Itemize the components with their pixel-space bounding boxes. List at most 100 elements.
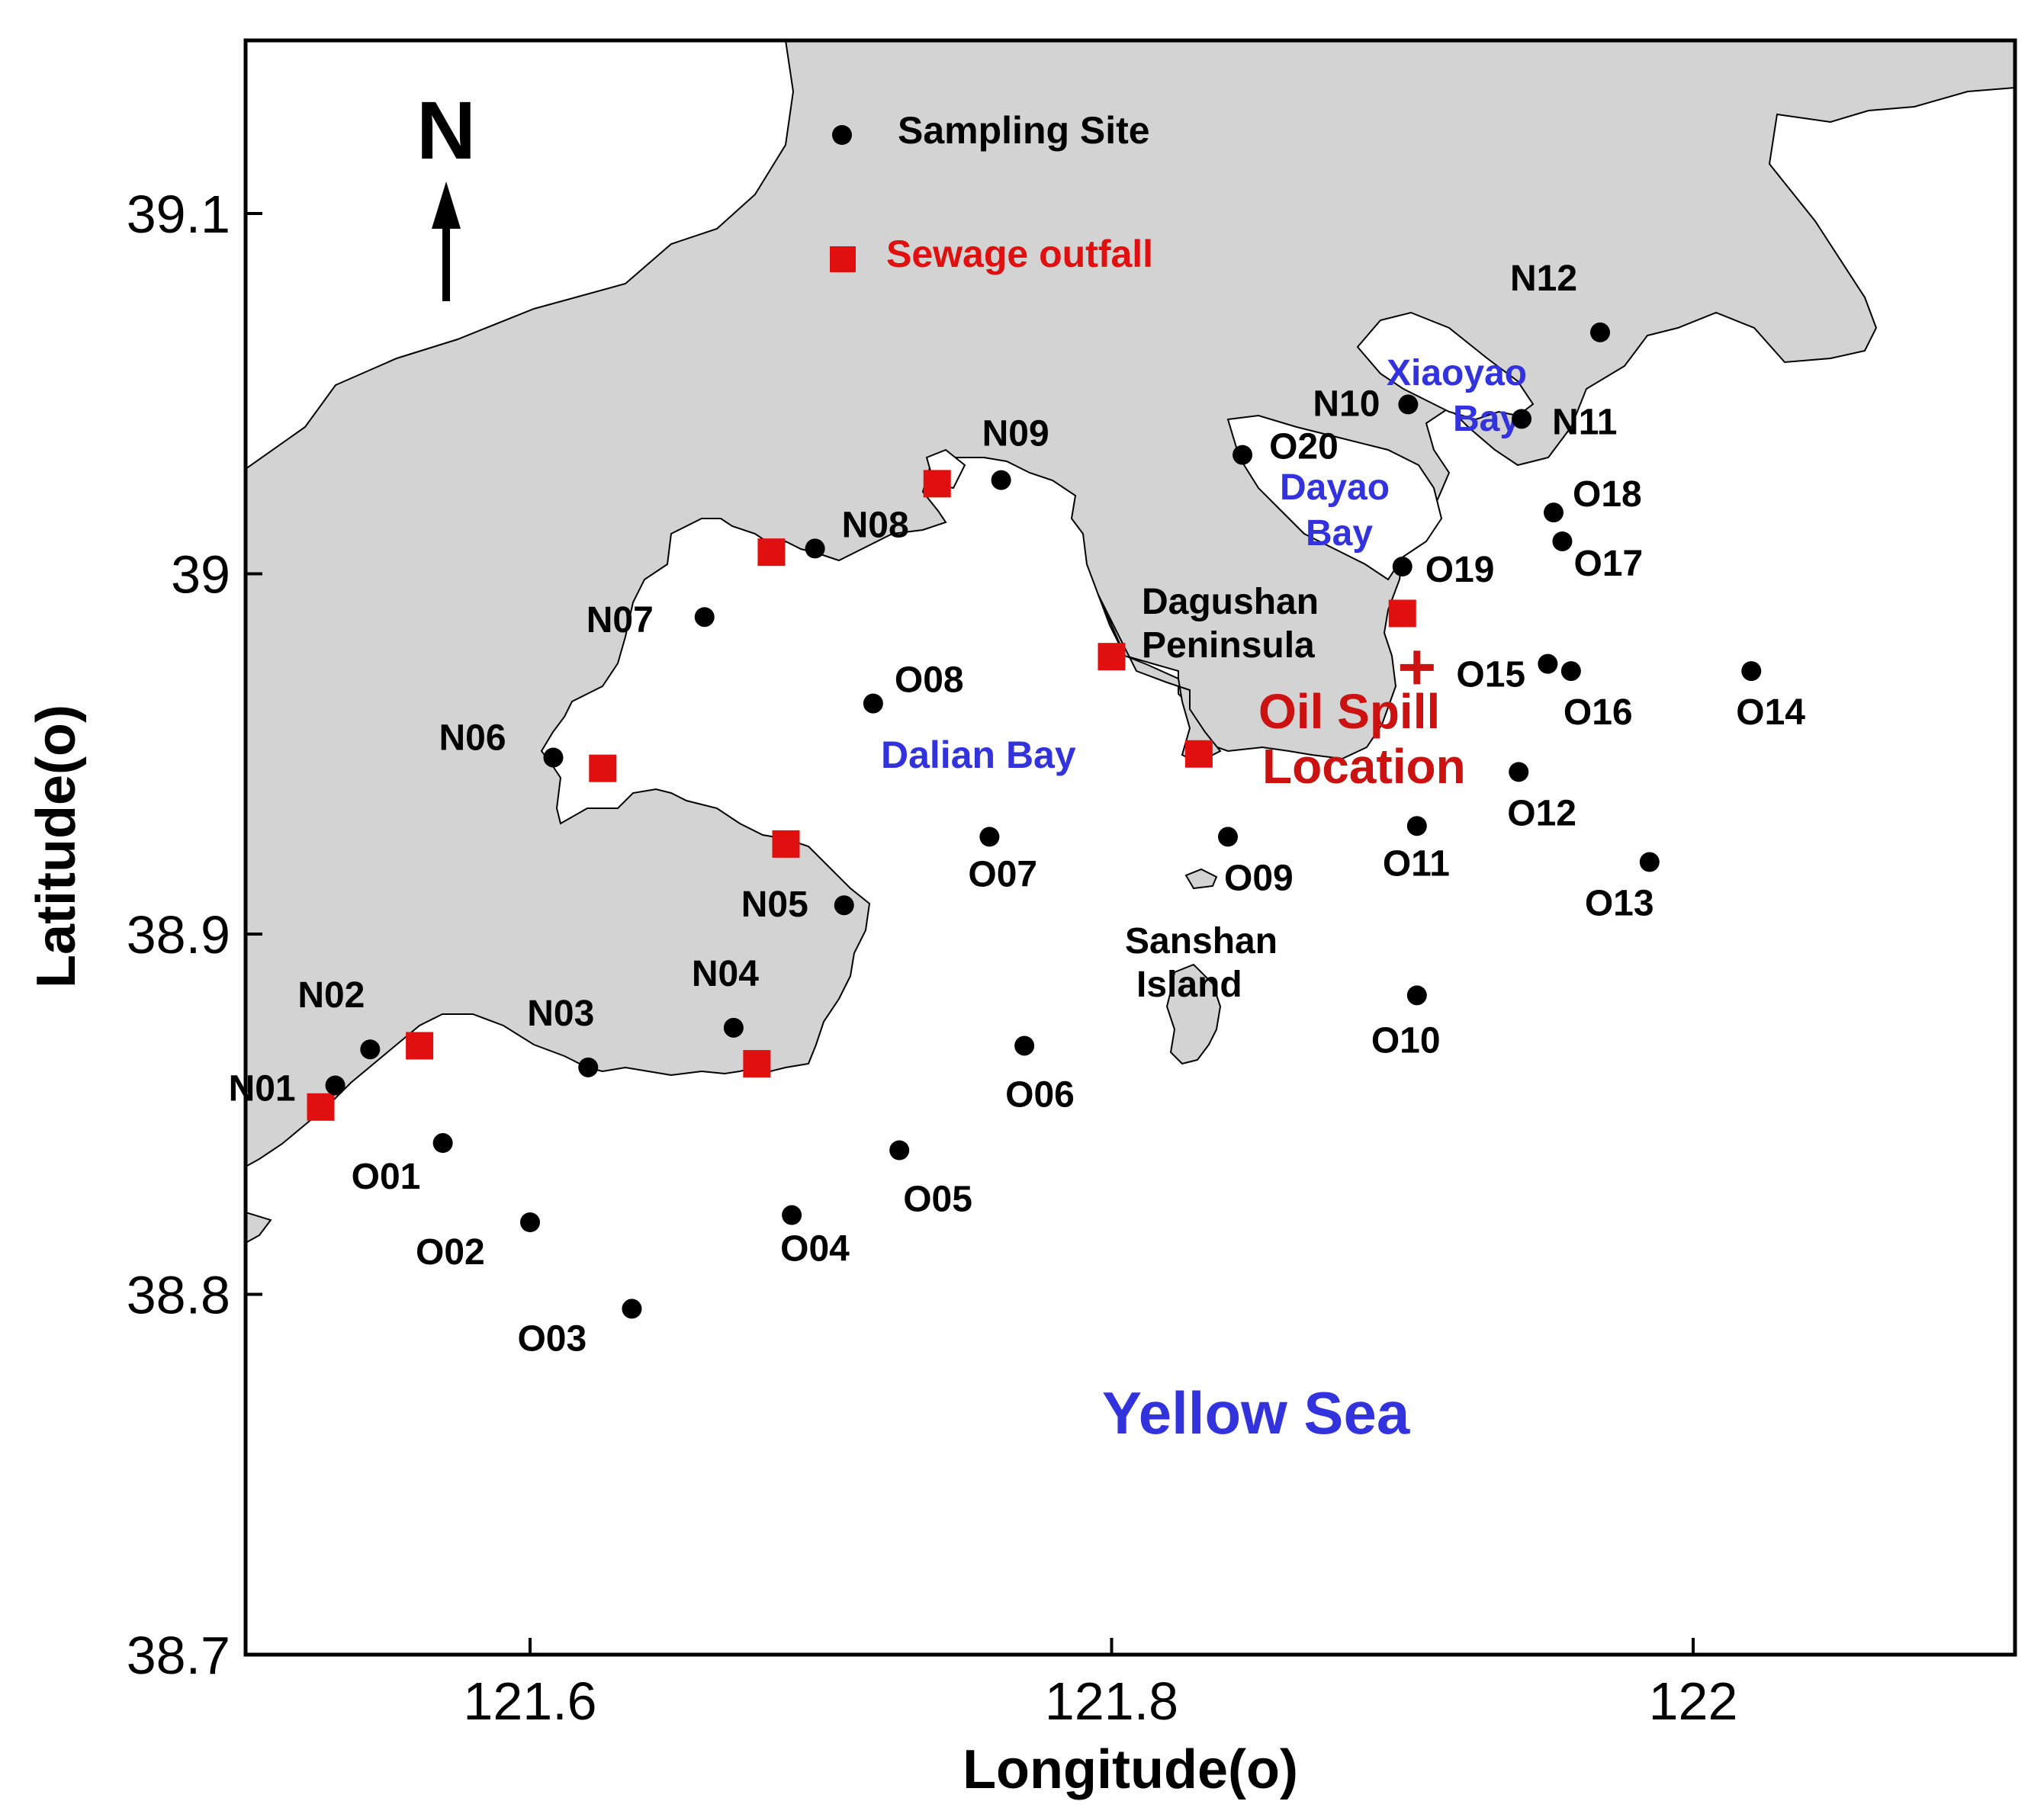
sampling-site-label: O01 <box>352 1157 421 1197</box>
sampling-site-label: O08 <box>895 660 964 701</box>
sampling-site-point <box>578 1057 599 1077</box>
sampling-site-label: N02 <box>297 975 365 1016</box>
sewage-outfall-marker <box>307 1093 335 1121</box>
label-oil-spill-line1: Oil Spill <box>1258 684 1440 739</box>
dayao-bay-water <box>1226 414 1443 581</box>
sampling-site-point <box>1218 827 1238 847</box>
label-sanshan-line1: Sanshan <box>1125 921 1278 962</box>
sampling-site-label: N05 <box>741 885 808 925</box>
sampling-site-point <box>1560 661 1581 682</box>
y-tick-label: 39 <box>171 545 230 605</box>
sampling-site-label: O19 <box>1425 550 1495 590</box>
sampling-site-label: O15 <box>1456 655 1525 695</box>
sampling-site-point <box>782 1205 802 1225</box>
sanshan-island <box>1165 963 1222 1065</box>
sampling-site-point <box>1544 502 1564 523</box>
sewage-outfall-marker <box>772 830 800 858</box>
label-xiaoyao-bay-line2: Bay <box>1453 399 1520 439</box>
y-tick-label: 38.8 <box>127 1266 230 1325</box>
x-tick-label: 121.8 <box>1045 1671 1178 1731</box>
sampling-site-label: O09 <box>1224 858 1294 898</box>
map-frame <box>243 38 2017 1657</box>
legend-sampling-site: Sampling Site <box>898 109 1150 152</box>
sampling-site-label: N07 <box>587 600 654 641</box>
sampling-sites: N01 N02 N03 N04 N05 N06 N07 N08 N09 N10 N11 N12 O01 O… <box>229 258 1806 1359</box>
legend: Sampling Site Sewage outfall <box>830 109 1153 275</box>
sampling-site-label: O03 <box>517 1318 587 1359</box>
sewage-outfalls <box>307 470 1416 1121</box>
map-area <box>246 40 2015 1655</box>
land-mainland <box>246 40 2015 1168</box>
sampling-site-point <box>1538 653 1558 674</box>
x-axis-title: Longitude(o) <box>963 1739 1298 1800</box>
sampling-site-point <box>834 895 854 916</box>
sampling-site-point <box>543 747 564 768</box>
sewage-outfall-marker <box>1184 740 1213 768</box>
sampling-site-label: O20 <box>1269 427 1339 467</box>
place-names: Dalian Bay Xiaoyao Bay Dayao Bay Yellow … <box>881 353 1527 1446</box>
land-fragment <box>246 1211 272 1244</box>
sampling-site-point <box>520 1212 540 1232</box>
sampling-site-point <box>622 1299 642 1319</box>
sampling-site-point <box>1552 531 1573 551</box>
sampling-site-label: O04 <box>780 1229 850 1270</box>
x-tick-label: 122 <box>1649 1671 1738 1731</box>
sampling-site-point <box>805 538 825 559</box>
label-sanshan-line2: Island <box>1136 965 1242 1005</box>
sampling-site-point <box>1741 661 1762 682</box>
sampling-site-point <box>1406 985 1427 1006</box>
y-tick-label: 38.9 <box>127 905 230 965</box>
north-label: N <box>416 84 476 176</box>
sampling-site-label: O06 <box>1005 1074 1075 1115</box>
sampling-site-label: O11 <box>1383 843 1450 884</box>
sampling-site-label: O05 <box>903 1180 972 1220</box>
sampling-site-label: O07 <box>968 854 1037 894</box>
sampling-site-label: O18 <box>1573 474 1642 515</box>
sampling-site-point <box>723 1017 744 1038</box>
sampling-site-label: O17 <box>1573 544 1643 584</box>
sampling-site-label: N03 <box>527 994 594 1034</box>
oil-spill-marker <box>1400 650 1434 685</box>
legend-site-symbol <box>832 125 852 145</box>
sampling-site-label: N12 <box>1510 258 1577 299</box>
sampling-site-point <box>1509 762 1529 782</box>
sampling-site-point <box>1590 322 1610 342</box>
label-yellow-sea: Yellow Sea <box>1102 1379 1410 1446</box>
sewage-outfall-marker <box>757 538 786 567</box>
sampling-site-label: N11 <box>1552 402 1617 442</box>
sampling-site-point <box>1406 816 1427 836</box>
y-axis-ticks: 38.7 38.8 38.9 39 39.1 <box>127 185 262 1685</box>
label-dayao-bay-line1: Dayao <box>1280 467 1390 508</box>
label-dagushan-line1: Dagushan <box>1142 582 1319 622</box>
sampling-site-label: N06 <box>439 718 506 758</box>
sampling-site-point <box>1014 1035 1035 1056</box>
x-tick-label: 121.6 <box>463 1671 596 1731</box>
y-axis-title: Latitude(o) <box>26 705 87 988</box>
sampling-site-label: N09 <box>982 414 1049 454</box>
x-axis-ticks: 121.6 121.8 122 <box>463 1638 1737 1731</box>
legend-outfall-symbol <box>830 246 856 272</box>
sampling-site-point <box>1392 557 1412 577</box>
sampling-site-label: O02 <box>416 1232 485 1273</box>
sampling-site-point <box>991 470 1011 490</box>
sewage-outfall-marker <box>406 1032 434 1060</box>
sewage-outfall-marker <box>1388 599 1416 628</box>
sampling-site-point <box>432 1133 453 1154</box>
sanshan-islet <box>1184 868 1218 890</box>
sampling-site-label: O13 <box>1585 884 1654 924</box>
sampling-site-label: O16 <box>1564 692 1633 733</box>
sampling-site-label: N04 <box>692 954 759 994</box>
sampling-site-point <box>863 693 883 714</box>
sampling-site-point <box>889 1140 910 1161</box>
legend-sewage-outfall: Sewage outfall <box>886 233 1153 275</box>
sampling-site-point <box>325 1075 345 1096</box>
sampling-site-label: N01 <box>229 1068 296 1109</box>
label-xiaoyao-bay-line1: Xiaoyao <box>1387 353 1527 393</box>
sampling-site-label: N10 <box>1313 384 1380 424</box>
label-dalian-bay: Dalian Bay <box>881 734 1076 776</box>
sampling-site-label: N08 <box>842 505 909 545</box>
sampling-site-label: O14 <box>1736 692 1805 733</box>
sewage-outfall-marker <box>589 754 617 782</box>
sampling-site-label: O10 <box>1371 1020 1441 1061</box>
